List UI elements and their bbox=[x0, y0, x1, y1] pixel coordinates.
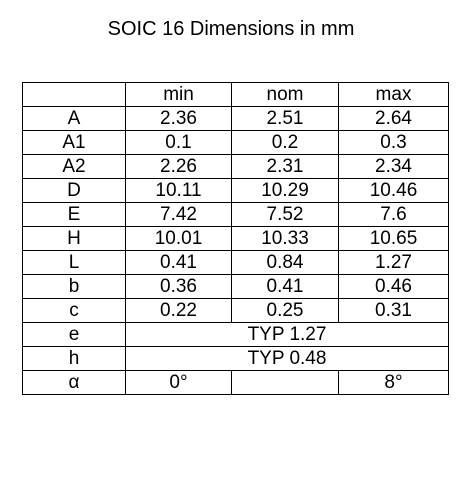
row-label: A bbox=[22, 106, 126, 131]
data-row: A2 2.26 2.31 2.34 bbox=[22, 154, 449, 179]
value-cell: 7.52 bbox=[231, 202, 339, 227]
data-row: c 0.22 0.25 0.31 bbox=[22, 298, 449, 323]
data-row: e TYP 1.27 bbox=[22, 322, 449, 347]
row-label: b bbox=[22, 274, 126, 299]
value-cell: 10.65 bbox=[338, 226, 449, 251]
value-cell: 10.01 bbox=[125, 226, 232, 251]
dimension-table: min nom max A 2.36 2.51 2.64 A1 0.1 0.2 0.3 A2 2.26 2… bbox=[22, 82, 449, 395]
value-cell: 2.34 bbox=[338, 154, 449, 179]
value-cell: 10.33 bbox=[231, 226, 339, 251]
value-cell: 0.2 bbox=[231, 130, 339, 155]
column-header: max bbox=[338, 82, 449, 107]
data-row: D 10.11 10.29 10.46 bbox=[22, 178, 449, 203]
value-cell: 7.6 bbox=[338, 202, 449, 227]
data-row: L 0.41 0.84 1.27 bbox=[22, 250, 449, 275]
data-row: h TYP 0.48 bbox=[22, 346, 449, 371]
row-label: c bbox=[22, 298, 126, 323]
row-label: A1 bbox=[22, 130, 126, 155]
row-label: D bbox=[22, 178, 126, 203]
value-cell: 0.46 bbox=[338, 274, 449, 299]
value-cell: 0° bbox=[125, 370, 232, 395]
table-body: min nom max A 2.36 2.51 2.64 A1 0.1 0.2 0.3 A2 2.26 2… bbox=[22, 82, 449, 395]
value-cell: 0.1 bbox=[125, 130, 232, 155]
typ-cell: TYP 1.27 bbox=[125, 322, 449, 347]
typ-cell: TYP 0.48 bbox=[125, 346, 449, 371]
data-row: A 2.36 2.51 2.64 bbox=[22, 106, 449, 131]
value-cell: 2.64 bbox=[338, 106, 449, 131]
row-label: A2 bbox=[22, 154, 126, 179]
value-cell: 8° bbox=[338, 370, 449, 395]
row-label: h bbox=[22, 346, 126, 371]
data-row: b 0.36 0.41 0.46 bbox=[22, 274, 449, 299]
value-cell: 0.22 bbox=[125, 298, 232, 323]
value-cell bbox=[231, 370, 339, 395]
data-row: E 7.42 7.52 7.6 bbox=[22, 202, 449, 227]
column-header: nom bbox=[231, 82, 339, 107]
value-cell: 2.31 bbox=[231, 154, 339, 179]
value-cell: 0.31 bbox=[338, 298, 449, 323]
corner-cell bbox=[22, 82, 126, 107]
column-header: min bbox=[125, 82, 232, 107]
value-cell: 0.84 bbox=[231, 250, 339, 275]
data-row: H 10.01 10.33 10.65 bbox=[22, 226, 449, 251]
row-label: E bbox=[22, 202, 126, 227]
row-label: α bbox=[22, 370, 126, 395]
value-cell: 0.41 bbox=[125, 250, 232, 275]
value-cell: 0.3 bbox=[338, 130, 449, 155]
data-row: α 0° 8° bbox=[22, 370, 449, 395]
value-cell: 2.51 bbox=[231, 106, 339, 131]
value-cell: 0.36 bbox=[125, 274, 232, 299]
value-cell: 0.41 bbox=[231, 274, 339, 299]
header-row: min nom max bbox=[22, 82, 449, 107]
value-cell: 2.26 bbox=[125, 154, 232, 179]
value-cell: 0.25 bbox=[231, 298, 339, 323]
value-cell: 2.36 bbox=[125, 106, 232, 131]
value-cell: 1.27 bbox=[338, 250, 449, 275]
row-label: e bbox=[22, 322, 126, 347]
title: SOIC 16 Dimensions in mm bbox=[107, 18, 355, 40]
value-cell: 10.11 bbox=[125, 178, 232, 203]
value-cell: 10.29 bbox=[231, 178, 339, 203]
row-label: L bbox=[22, 250, 126, 275]
value-cell: 7.42 bbox=[125, 202, 232, 227]
value-cell: 10.46 bbox=[338, 178, 449, 203]
row-label: H bbox=[22, 226, 126, 251]
data-row: A1 0.1 0.2 0.3 bbox=[22, 130, 449, 155]
